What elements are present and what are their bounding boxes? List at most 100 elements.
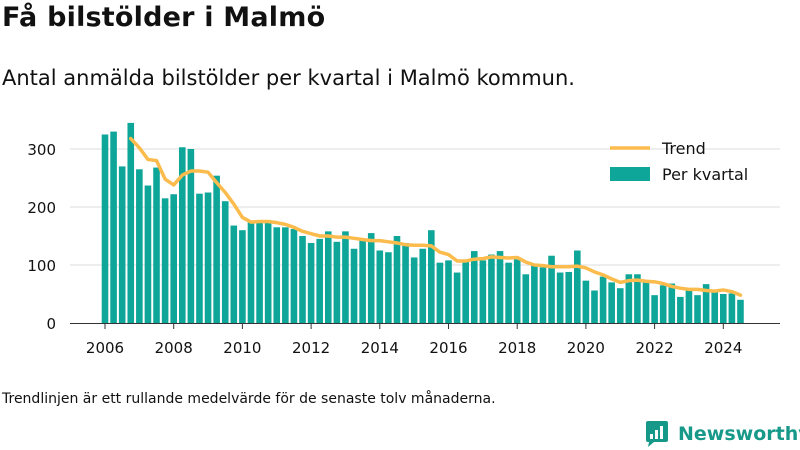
- x-tick-label: 2006: [86, 339, 124, 357]
- legend-bar-label: Per kvartal: [662, 165, 748, 184]
- bar[interactable]: [333, 241, 341, 323]
- x-tick-label: 2022: [636, 339, 674, 357]
- bar[interactable]: [642, 282, 650, 323]
- bar[interactable]: [118, 166, 126, 323]
- x-tick-label: 2014: [361, 339, 399, 357]
- brand-name: Newsworthy: [678, 423, 800, 445]
- bar[interactable]: [127, 122, 135, 324]
- bar[interactable]: [453, 272, 461, 323]
- bar[interactable]: [342, 231, 349, 323]
- bar[interactable]: [513, 259, 521, 323]
- bar[interactable]: [711, 290, 719, 323]
- bar[interactable]: [273, 227, 281, 323]
- bar[interactable]: [110, 131, 117, 323]
- bar[interactable]: [728, 293, 736, 323]
- y-tick-label: 0: [46, 315, 56, 333]
- bar[interactable]: [694, 295, 701, 323]
- newsworthy-logo[interactable]: Newsworthy: [644, 420, 800, 448]
- bar[interactable]: [204, 192, 212, 324]
- bar[interactable]: [556, 272, 564, 323]
- x-tick-label: 2018: [498, 339, 536, 357]
- bar[interactable]: [393, 236, 401, 323]
- footnote: Trendlinjen är ett rullande medelvärde f…: [2, 391, 496, 407]
- bar[interactable]: [239, 230, 246, 323]
- bar[interactable]: [247, 221, 255, 324]
- bar[interactable]: [496, 251, 504, 323]
- bar[interactable]: [402, 242, 409, 323]
- bar[interactable]: [634, 274, 641, 323]
- bar[interactable]: [685, 289, 693, 323]
- bar[interactable]: [608, 282, 615, 323]
- bar[interactable]: [316, 238, 323, 323]
- bar[interactable]: [462, 260, 469, 323]
- bar[interactable]: [419, 248, 427, 323]
- bar[interactable]: [436, 262, 444, 323]
- bar[interactable]: [290, 229, 298, 323]
- bar[interactable]: [591, 290, 598, 323]
- bar[interactable]: [582, 280, 590, 323]
- bar[interactable]: [282, 227, 289, 323]
- bar[interactable]: [668, 283, 676, 323]
- bar[interactable]: [367, 233, 375, 323]
- chart-subtitle: Antal anmälda bilstölder per kvartal i M…: [2, 66, 575, 90]
- bar[interactable]: [385, 252, 392, 323]
- bar[interactable]: [299, 236, 306, 323]
- y-tick-label: 100: [27, 257, 56, 275]
- x-tick-label: 2020: [567, 339, 605, 357]
- bar[interactable]: [187, 149, 195, 323]
- bar[interactable]: [178, 147, 186, 323]
- x-tick-label: 2010: [223, 339, 261, 357]
- bar[interactable]: [445, 260, 452, 323]
- y-tick-label: 300: [27, 141, 56, 159]
- bar[interactable]: [651, 295, 658, 323]
- bar[interactable]: [410, 257, 418, 323]
- bar[interactable]: [522, 274, 530, 323]
- bar[interactable]: [565, 271, 573, 323]
- bar[interactable]: [170, 194, 177, 323]
- bar[interactable]: [702, 284, 710, 323]
- bar[interactable]: [196, 193, 203, 323]
- bar[interactable]: [221, 201, 229, 323]
- bar[interactable]: [548, 255, 555, 323]
- bar[interactable]: [307, 242, 315, 323]
- bar[interactable]: [230, 225, 238, 323]
- bar[interactable]: [359, 240, 366, 323]
- bar[interactable]: [677, 296, 684, 323]
- bar[interactable]: [625, 274, 633, 323]
- bar[interactable]: [264, 220, 272, 323]
- bar[interactable]: [324, 231, 332, 323]
- bar[interactable]: [720, 294, 727, 323]
- trend-line: [129, 136, 743, 297]
- bar[interactable]: [428, 230, 435, 323]
- bar[interactable]: [505, 262, 512, 323]
- chart-title: Få bilstölder i Malmö: [2, 2, 326, 33]
- bar[interactable]: [574, 250, 581, 324]
- bar[interactable]: [470, 251, 478, 323]
- bar[interactable]: [488, 254, 495, 323]
- bar[interactable]: [256, 220, 263, 323]
- bar[interactable]: [350, 248, 358, 323]
- bar[interactable]: [136, 169, 143, 323]
- bar[interactable]: [153, 167, 160, 323]
- bar[interactable]: [479, 260, 487, 323]
- bar[interactable]: [144, 185, 152, 323]
- newsworthy-logo-icon: [646, 421, 668, 447]
- bar[interactable]: [737, 299, 744, 323]
- bar[interactable]: [599, 276, 607, 323]
- bar[interactable]: [376, 250, 384, 324]
- bar[interactable]: [101, 134, 109, 324]
- bar[interactable]: [539, 267, 547, 323]
- bar[interactable]: [161, 198, 169, 323]
- bar[interactable]: [659, 285, 667, 323]
- legend-trend-label: Trend: [661, 139, 706, 158]
- x-tick-label: 2008: [155, 339, 193, 357]
- y-tick-label: 200: [27, 199, 56, 217]
- legend-bar-swatch: [610, 167, 650, 181]
- bar[interactable]: [616, 288, 624, 323]
- x-tick-label: 2012: [292, 339, 330, 357]
- x-tick-label: 2016: [429, 339, 467, 357]
- bar[interactable]: [531, 265, 538, 323]
- x-tick-label: 2024: [704, 339, 742, 357]
- bar[interactable]: [213, 175, 220, 323]
